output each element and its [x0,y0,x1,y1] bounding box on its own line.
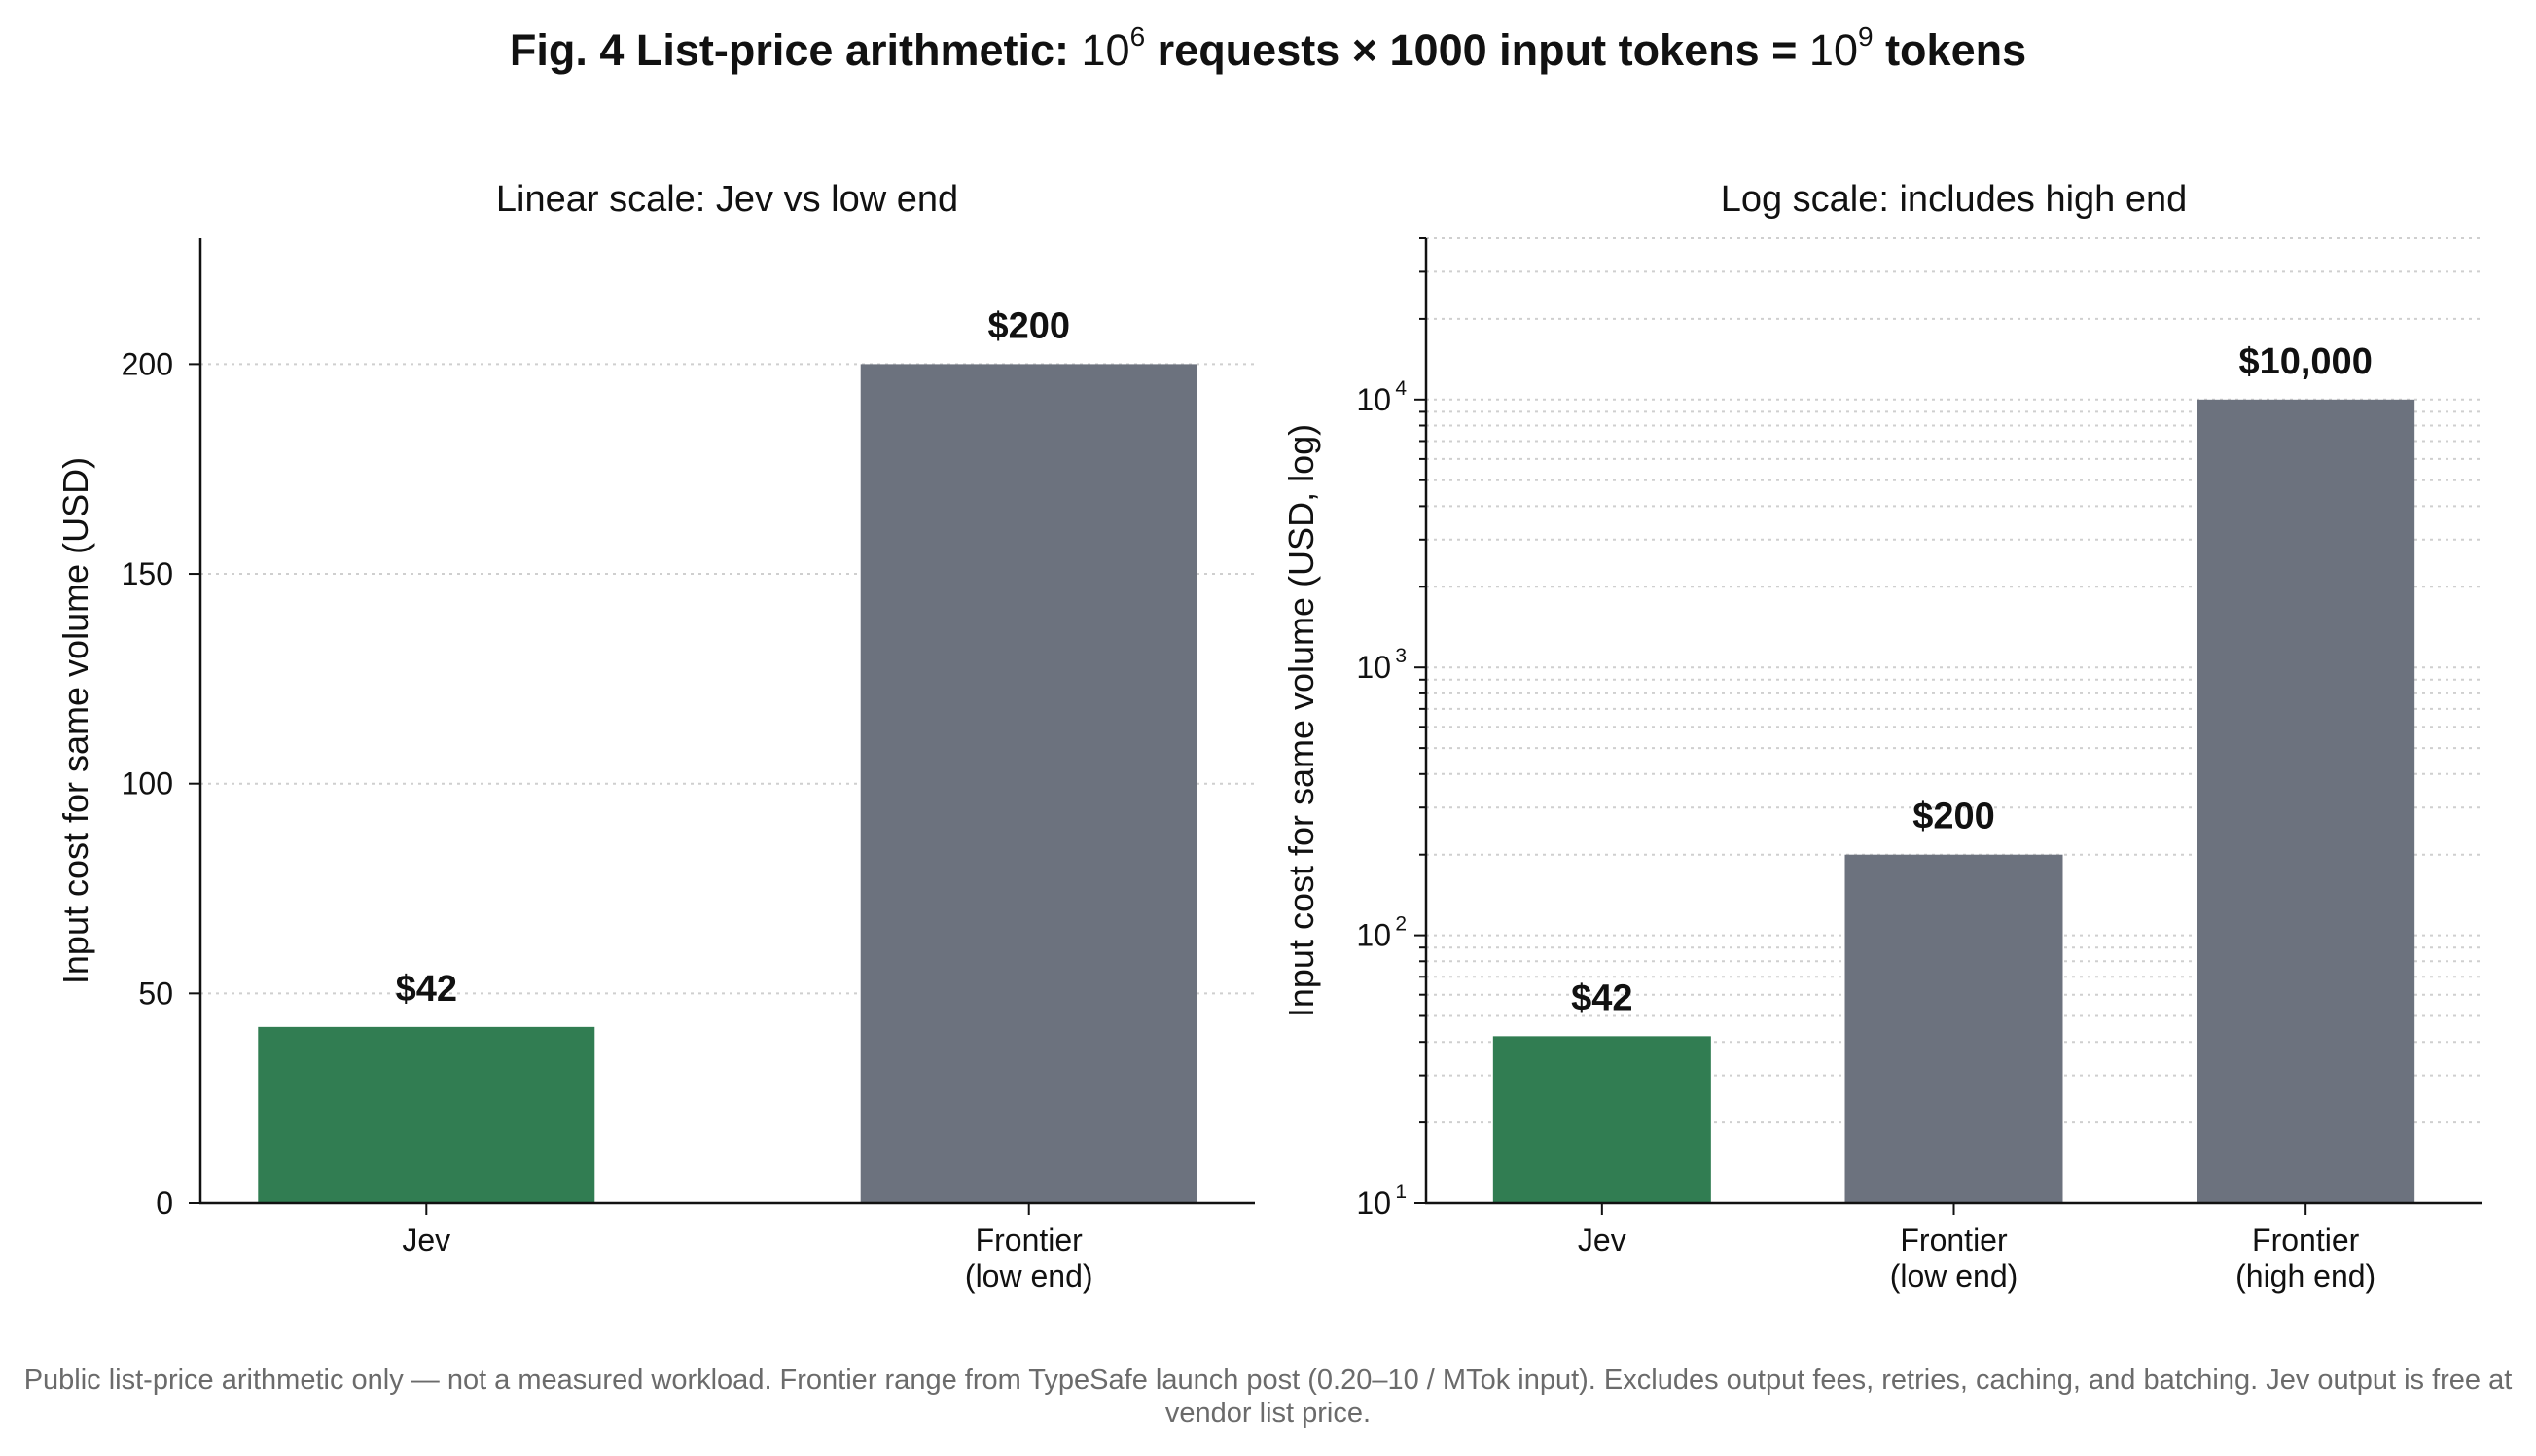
y-tick-label: 100 [122,766,173,801]
y-tick-label: 150 [122,556,173,591]
y-tick-label: 0 [156,1186,173,1221]
bar-frontier-low-end [1844,854,2063,1203]
bar-value-label: $42 [396,969,457,1010]
x-tick-label: Frontier [1900,1223,2008,1258]
x-tick-label: (low end) [965,1259,1093,1294]
x-tick-label: (high end) [2235,1259,2375,1294]
title-suffix: tokens [1873,25,2027,75]
title-requests-exponent: 6 [1129,21,1146,52]
y-tick-label: 10 [1356,918,1391,953]
x-tick-label: (low end) [1890,1259,2018,1294]
bar-value-label: $200 [1912,797,1995,837]
y-axis-label: Input cost for same volume (USD) [55,457,95,984]
x-tick-label: Frontier [976,1223,1084,1258]
y-tick-label: 10 [1356,382,1391,417]
left-chart-title: Linear scale: Jev vs low end [495,179,959,220]
x-tick-label: Jev [1578,1223,1626,1258]
x-tick-label: Frontier [2252,1223,2360,1258]
x-tick-label: Jev [402,1223,450,1258]
title-tokens-base: 10 [1808,25,1858,75]
y-tick-label-exponent: 4 [1395,377,1407,400]
y-tick-label: 50 [138,976,173,1011]
bar-frontier-low-end [860,364,1197,1203]
y-tick-label: 10 [1356,650,1391,685]
y-tick-label-exponent: 2 [1395,913,1407,936]
title-middle: requests × 1000 input tokens = [1145,25,1809,75]
y-tick-label: 10 [1356,1186,1391,1221]
bar-value-label: $200 [987,305,1070,346]
bar-value-label: $10,000 [2238,341,2372,382]
y-tick-label-exponent: 3 [1395,645,1407,667]
bar-frontier-high-end [2197,399,2415,1203]
title-prefix: Fig. 4 List-price arithmetic: [509,25,1082,75]
linear-chart: $42 Jev $200 Frontier(low end) 0 50 100 150 200 I… [55,238,1255,1294]
figure-title: Fig. 4 List-price arithmetic: 106 reques… [0,21,2536,76]
bar-value-label: $42 [1571,977,1632,1018]
y-tick-label-exponent: 1 [1395,1181,1407,1203]
title-tokens-exponent: 9 [1857,21,1874,52]
figure-caption: Public list-price arithmetic only — not … [23,1365,2513,1429]
bar-jev [258,1026,595,1203]
y-axis-label: Input cost for same volume (USD, log) [1281,424,1321,1017]
title-requests-base: 10 [1081,25,1130,75]
bar-jev [1492,1036,1711,1203]
right-chart-title: Log scale: includes high end [1720,179,2188,220]
y-tick-label: 200 [122,346,173,381]
